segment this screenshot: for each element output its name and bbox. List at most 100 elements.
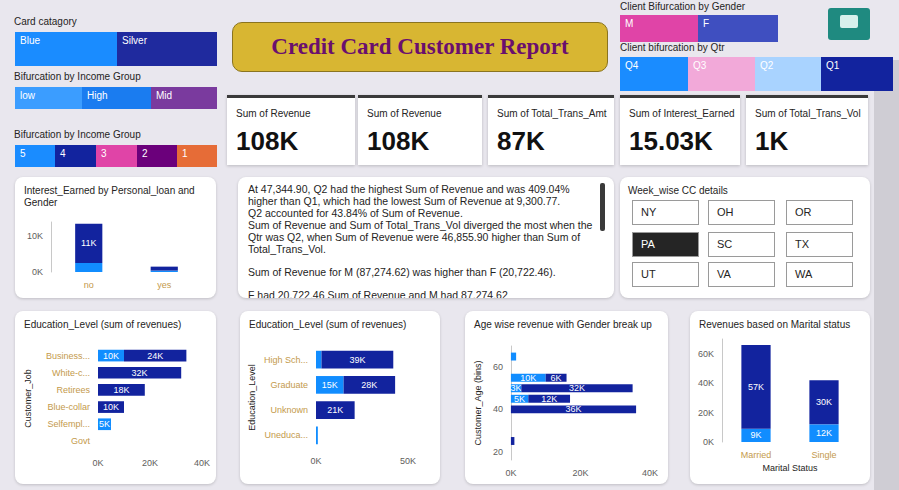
- html-text:VA: VA: [717, 268, 731, 280]
- svg-text:20K: 20K: [698, 408, 714, 418]
- svg-text:10K: 10K: [103, 402, 119, 412]
- svg-text:32K: 32K: [569, 383, 585, 393]
- html-text:TX: TX: [795, 238, 810, 250]
- svg-text:Blue-collar: Blue-collar: [47, 402, 90, 412]
- svg-text:Uneduca...: Uneduca...: [264, 430, 308, 440]
- svg-text:40: 40: [493, 404, 503, 414]
- svg-text:40K: 40K: [698, 378, 714, 388]
- svg-text:21K: 21K: [327, 405, 343, 415]
- html-text:Education_Level (sum of revenu: Education_Level (sum of revenues): [249, 319, 407, 330]
- html-text:Education_Level (sum of revenu: Education_Level (sum of revenues): [24, 319, 182, 330]
- svg-text:Education_Level: Education_Level: [247, 364, 257, 431]
- html-text:High: High: [87, 90, 108, 101]
- html-text:Q2 accounted for 43.84% of Sum: Q2 accounted for 43.84% of Sum of Revenu…: [248, 207, 463, 219]
- svg-text:9K: 9K: [750, 430, 761, 440]
- svg-text:12K: 12K: [816, 428, 832, 438]
- html-text:Q4: Q4: [625, 60, 639, 71]
- html-text:108K: 108K: [367, 126, 430, 156]
- svg-text:Selfempl...: Selfempl...: [47, 419, 90, 429]
- svg-text:Marital Status: Marital Status: [762, 463, 818, 473]
- html-text:Interest_Earned by Personal_lo: Interest_Earned by Personal_loan and Gen…: [24, 185, 195, 208]
- svg-text:30K: 30K: [816, 397, 832, 407]
- svg-text:10K: 10K: [103, 351, 119, 361]
- svg-text:20: 20: [493, 447, 503, 457]
- svg-text:6K: 6K: [551, 373, 562, 383]
- html-text:87K: 87K: [497, 126, 545, 156]
- html-text:Sum of Revenue: Sum of Revenue: [367, 108, 442, 119]
- html-text:OH: OH: [717, 206, 734, 218]
- svg-text:36K: 36K: [565, 404, 581, 414]
- svg-text:White-c...: White-c...: [52, 368, 90, 378]
- svg-text:no: no: [84, 280, 94, 290]
- svg-text:High Sch...: High Sch...: [264, 355, 308, 365]
- svg-text:20K: 20K: [142, 458, 158, 468]
- svg-text:0K: 0K: [92, 458, 103, 468]
- svg-text:40K: 40K: [194, 458, 210, 468]
- html-text:Silver: Silver: [122, 35, 147, 46]
- html-text:Week_wise CC details: Week_wise CC details: [628, 185, 728, 196]
- svg-text:Customer_Age (bins): Customer_Age (bins): [473, 360, 483, 445]
- html-text:SC: SC: [717, 238, 733, 250]
- svg-text:5K: 5K: [99, 419, 110, 429]
- html-text:Sum of Revenue for M (87,274.6: Sum of Revenue for M (87,274.62) was hig…: [248, 266, 556, 278]
- html-text:Client Bifurcation by Gender: Client Bifurcation by Gender: [620, 1, 746, 12]
- html-text:Sum of Total_Trans_Amt: Sum of Total_Trans_Amt: [497, 108, 607, 119]
- svg-text:Retirees: Retirees: [56, 385, 90, 395]
- svg-text:10K: 10K: [27, 231, 43, 241]
- html-text:Client bifurcation by Qtr: Client bifurcation by Qtr: [620, 42, 725, 53]
- html-text:1K: 1K: [755, 126, 789, 156]
- svg-text:28K: 28K: [361, 380, 377, 390]
- html-text:At 47,344.90, Q2 had the highe: At 47,344.90, Q2 had the highest Sum of …: [248, 183, 570, 207]
- svg-text:Business...: Business...: [46, 351, 90, 361]
- svg-text:Married: Married: [741, 450, 772, 460]
- html-text:Card catagory: Card catagory: [14, 16, 77, 27]
- svg-text:32K: 32K: [132, 368, 148, 378]
- svg-text:yes: yes: [157, 280, 172, 290]
- svg-text:0K: 0K: [310, 456, 321, 466]
- html-text:Age wise revenue with Gender b: Age wise revenue with Gender break up: [474, 319, 652, 330]
- svg-text:5K: 5K: [514, 394, 525, 404]
- html-text:Credit Card Customer Report: Credit Card Customer Report: [271, 34, 569, 59]
- svg-text:60: 60: [493, 362, 503, 372]
- svg-text:60K: 60K: [698, 349, 714, 359]
- html-text:Sum of Revenue and Sum of Tota: Sum of Revenue and Sum of Total_Trans_Vo…: [248, 219, 593, 255]
- html-text:OR: OR: [795, 206, 812, 218]
- svg-text:3K: 3K: [511, 383, 522, 393]
- svg-text:0K: 0K: [505, 468, 516, 478]
- html-text:Q1: Q1: [826, 60, 840, 71]
- svg-text:18K: 18K: [113, 385, 129, 395]
- svg-text:Single: Single: [811, 450, 836, 460]
- html-text:Sum of Interest_Earned: Sum of Interest_Earned: [629, 108, 735, 119]
- html-text:Bifurcation by Income Group: Bifurcation by Income Group: [14, 71, 141, 82]
- html-text:Q2: Q2: [760, 60, 774, 71]
- html-text:Sum of Total_Trans_Vol: Sum of Total_Trans_Vol: [755, 108, 861, 119]
- html-text:15.03K: 15.03K: [629, 126, 713, 156]
- html-text:Bifurcation by Income Group: Bifurcation by Income Group: [14, 129, 141, 140]
- svg-text:10K: 10K: [520, 373, 536, 383]
- svg-text:39K: 39K: [349, 355, 365, 365]
- html-text:Q3: Q3: [693, 60, 707, 71]
- svg-text:15K: 15K: [322, 380, 338, 390]
- svg-text:Customer_Job: Customer_Job: [23, 369, 33, 428]
- html-text:WA: WA: [795, 268, 813, 280]
- svg-text:Govt: Govt: [71, 436, 91, 446]
- html-text:108K: 108K: [236, 126, 299, 156]
- svg-text:Unknown: Unknown: [270, 405, 308, 415]
- svg-text:0K: 0K: [32, 267, 43, 277]
- svg-text:40K: 40K: [642, 468, 658, 478]
- html-text:UT: UT: [641, 268, 656, 280]
- html-text:Mid: Mid: [156, 90, 173, 101]
- svg-text:20K: 20K: [572, 468, 588, 478]
- html-text:Sum of Revenue: Sum of Revenue: [236, 108, 311, 119]
- html-text:Blue: Blue: [20, 35, 40, 46]
- svg-text:Graduate: Graduate: [270, 380, 308, 390]
- svg-text:24K: 24K: [147, 351, 163, 361]
- svg-text:0K: 0K: [703, 437, 714, 447]
- html-text:low: low: [20, 90, 35, 101]
- svg-text:57K: 57K: [748, 382, 764, 392]
- html-text:PA: PA: [641, 238, 655, 250]
- svg-text:12K: 12K: [541, 394, 557, 404]
- svg-text:50K: 50K: [400, 456, 416, 466]
- svg-text:11K: 11K: [81, 238, 96, 248]
- html-text:NY: NY: [641, 206, 657, 218]
